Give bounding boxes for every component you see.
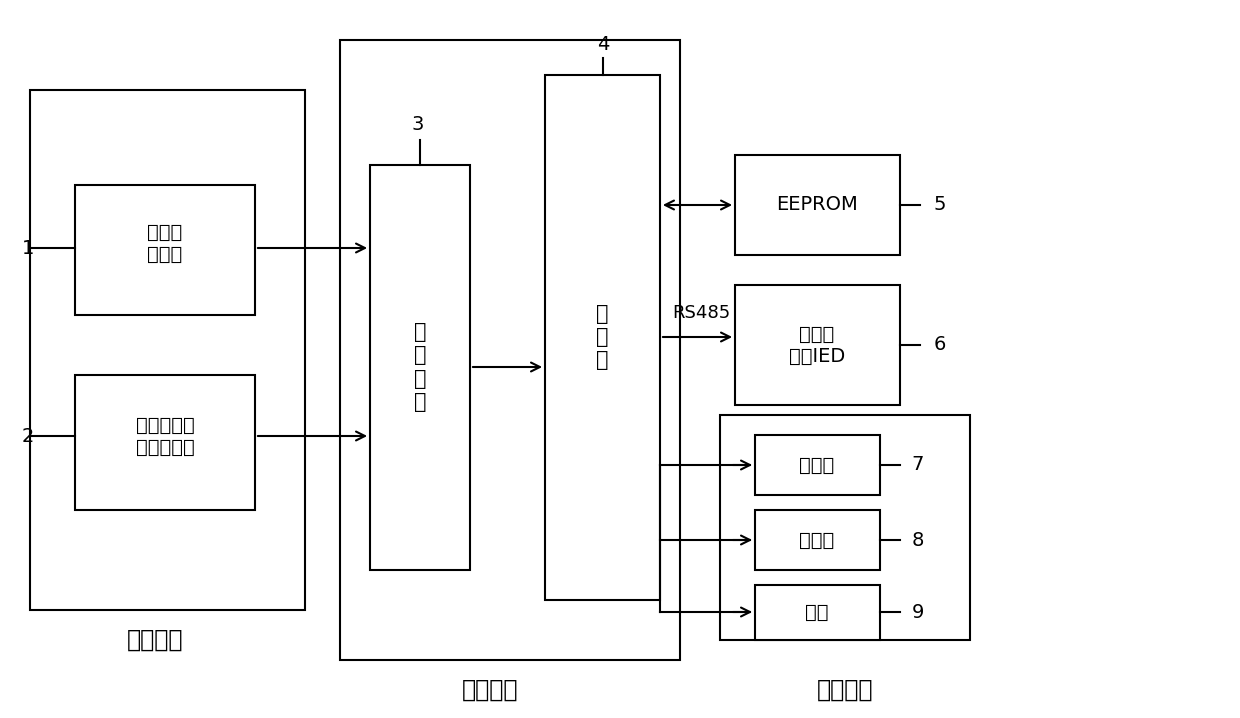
- Bar: [370, 165, 470, 570]
- Bar: [735, 285, 900, 405]
- Text: 6: 6: [934, 335, 946, 355]
- Bar: [30, 90, 305, 610]
- Text: 断路器
监测IED: 断路器 监测IED: [789, 325, 846, 365]
- Bar: [720, 415, 970, 640]
- Text: 主回路三相
电流互感器: 主回路三相 电流互感器: [135, 416, 195, 457]
- Text: 信号采集: 信号采集: [126, 628, 184, 652]
- Bar: [340, 40, 680, 660]
- Bar: [755, 510, 880, 570]
- Text: 数码管: 数码管: [800, 455, 835, 475]
- Text: 1: 1: [22, 238, 35, 258]
- Bar: [755, 435, 880, 495]
- Text: 处
理
器: 处 理 器: [595, 304, 609, 370]
- Text: RS485: RS485: [672, 304, 730, 322]
- Text: 按键: 按键: [805, 602, 828, 622]
- Text: 4: 4: [596, 35, 609, 55]
- Text: 3: 3: [412, 116, 424, 134]
- Text: 5: 5: [934, 195, 946, 215]
- Text: 信
号
调
理: 信 号 调 理: [414, 322, 427, 412]
- Bar: [735, 155, 900, 255]
- Text: 8: 8: [911, 531, 924, 549]
- Bar: [74, 375, 255, 510]
- Text: 人机交互: 人机交互: [817, 678, 873, 702]
- Text: 峰鸣器: 峰鸣器: [800, 531, 835, 549]
- Text: 角位移
传感器: 角位移 传感器: [148, 223, 182, 264]
- Text: 数据处理: 数据处理: [461, 678, 518, 702]
- Text: 2: 2: [22, 426, 35, 445]
- Bar: [74, 185, 255, 315]
- Text: 9: 9: [911, 602, 924, 622]
- Text: EEPROM: EEPROM: [776, 195, 858, 215]
- Bar: [546, 75, 660, 600]
- Text: 7: 7: [911, 455, 924, 475]
- Bar: [755, 585, 880, 640]
